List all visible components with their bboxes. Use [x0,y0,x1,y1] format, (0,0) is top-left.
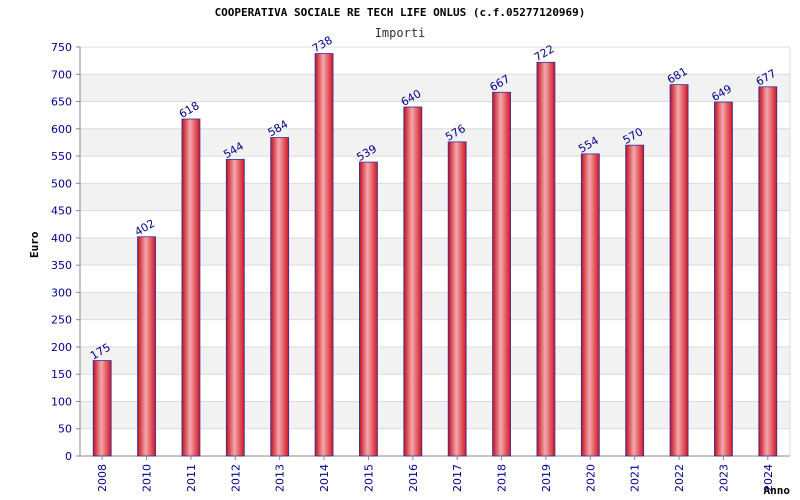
x-tick-label: 2008 [96,464,109,492]
x-tick-label: 2022 [673,464,686,492]
bar [137,236,156,457]
y-tick-label: 500 [51,177,72,190]
y-tick-label: 750 [51,41,72,54]
bar [181,118,201,457]
data-label: 722 [532,42,557,64]
x-tick-label: 2020 [584,464,597,492]
x-tick-label: 2024 [762,464,775,492]
chart-subtitle: Importi [374,26,426,40]
bar [580,153,600,457]
y-tick-label: 600 [51,123,72,136]
x-tick-label: 2019 [540,464,553,492]
bar [92,360,112,457]
x-tick-label: 2010 [141,464,154,492]
y-tick-label: 300 [51,286,72,299]
x-tick-label: 2017 [451,464,464,492]
data-label: 402 [132,217,157,239]
bar [314,53,334,457]
y-tick-label: 350 [51,259,72,272]
y-tick-labels: 0 50 100 150 200 250 300 350 400 450 500 550 600 650 7… [51,41,72,463]
x-tick-label: 2021 [629,464,642,492]
bar [447,141,467,457]
bar [625,144,645,457]
y-tick-label: 700 [51,68,72,81]
bar [669,84,689,457]
x-tick-label: 2018 [496,464,509,492]
bar [225,158,245,457]
chart-title: COOPERATIVA SOCIALE RE TECH LIFE ONLUS (… [214,6,586,19]
x-tick-label: 2023 [717,464,730,492]
bar [492,91,511,457]
y-tick-label: 250 [51,314,72,327]
y-tick-label: 650 [51,96,72,109]
bar [758,86,778,457]
bar [714,101,733,457]
bars [92,53,778,457]
x-tick-label: 2016 [407,464,420,492]
y-tick-label: 200 [51,341,72,354]
x-tick-label: 2015 [362,464,375,492]
x-tick-label: 2012 [229,464,242,492]
y-tick-label: 550 [51,150,72,163]
x-axis-label: Anno [763,484,791,497]
x-tick-label: 2011 [185,464,198,492]
y-tick-label: 150 [51,368,72,381]
y-tick-label: 400 [51,232,72,245]
y-tick-label: 450 [51,205,72,218]
bar [403,106,423,457]
x-tick-labels: 2008 2010 2011 2012 2013 2014 2015 2016 2017 2018… [96,456,775,492]
bar [359,161,378,457]
x-tick-label: 2014 [318,464,331,492]
data-label: 738 [310,34,335,56]
bar [536,61,556,457]
bar [270,137,290,457]
x-tick-label: 2013 [274,464,287,492]
y-tick-label: 50 [58,423,72,436]
data-label: 618 [177,99,202,121]
y-tick-label: 0 [65,450,72,463]
y-tick-label: 100 [51,395,72,408]
